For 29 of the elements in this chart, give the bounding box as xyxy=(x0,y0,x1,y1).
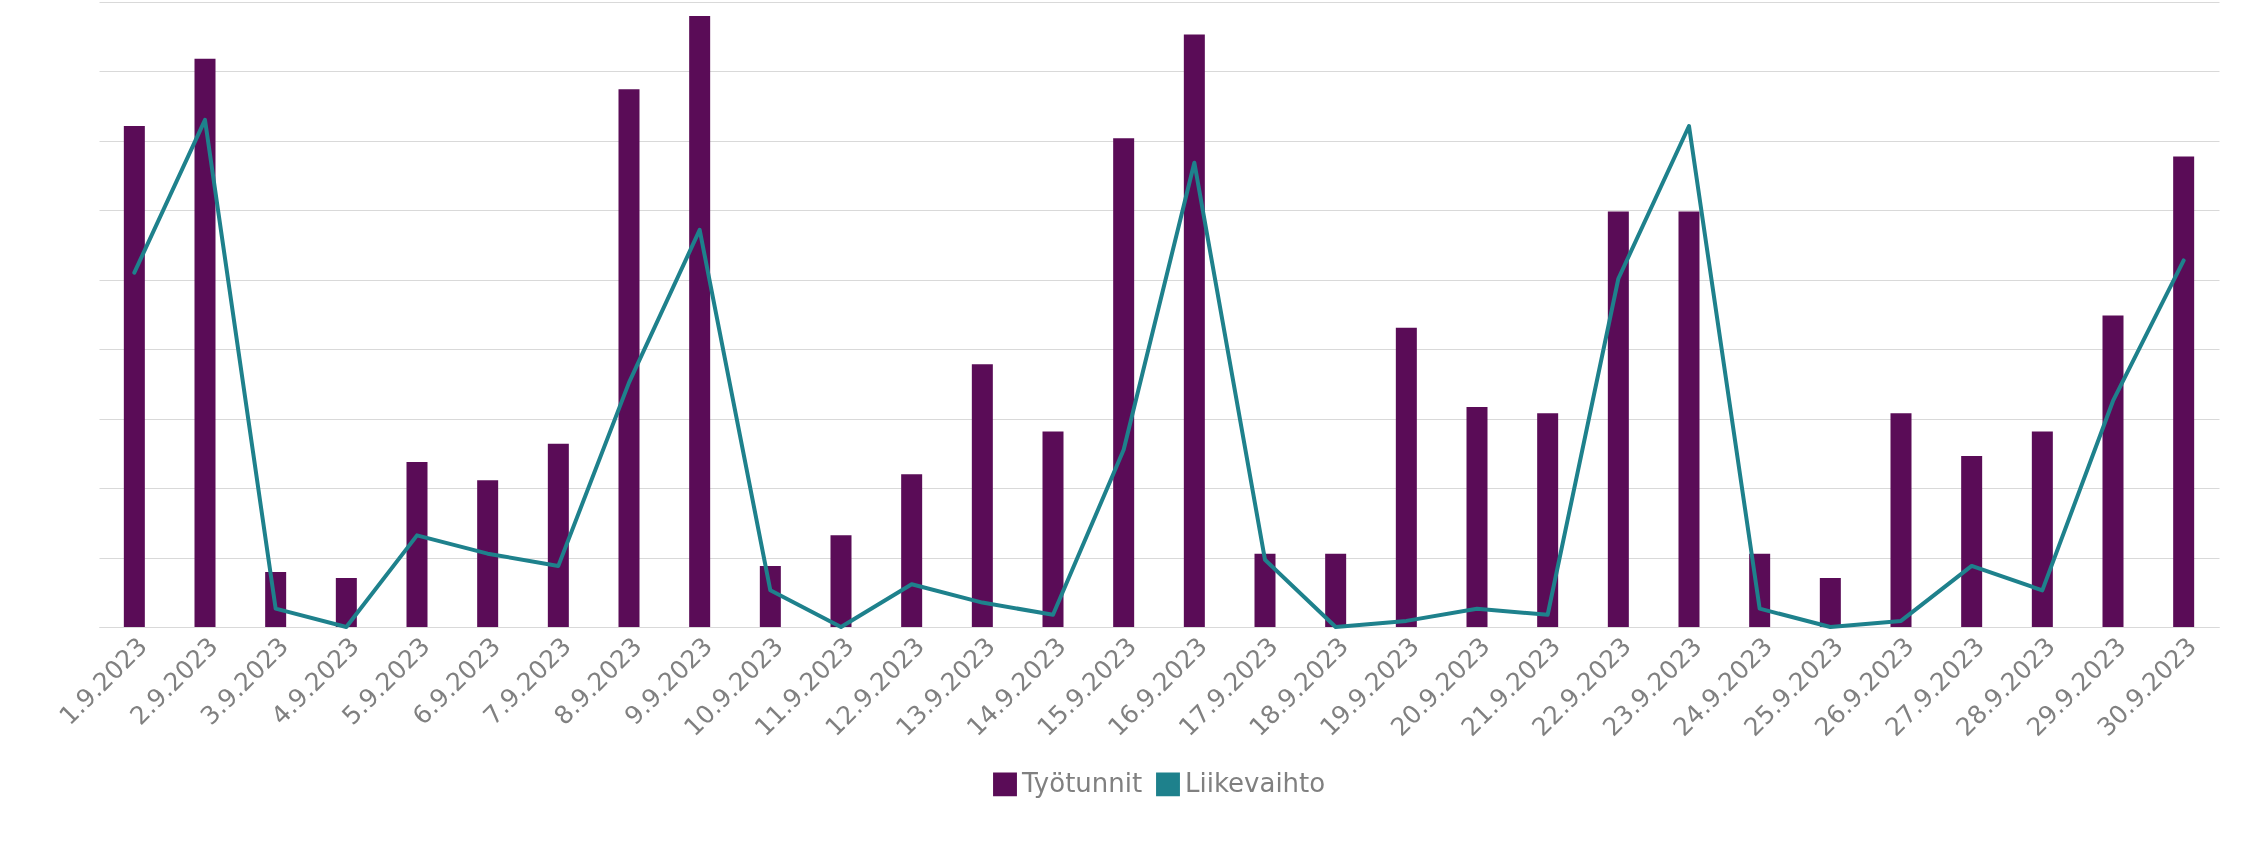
bar xyxy=(1961,455,1983,627)
bar xyxy=(901,474,923,627)
bar xyxy=(406,462,428,627)
bar xyxy=(689,16,711,627)
bar xyxy=(194,58,216,627)
bar xyxy=(1890,413,1912,627)
bar xyxy=(1325,553,1347,627)
bar xyxy=(971,364,993,627)
bar xyxy=(1113,138,1135,627)
legend-label: Liikevaihto xyxy=(1185,768,1326,799)
bar xyxy=(2173,156,2195,627)
bar xyxy=(2102,315,2124,627)
bar xyxy=(1254,553,1276,627)
bar xyxy=(547,443,569,627)
bar xyxy=(123,126,145,627)
bar xyxy=(1183,34,1205,627)
bar xyxy=(1819,578,1841,627)
legend-label: Työtunnit xyxy=(1021,768,1143,799)
bar xyxy=(477,480,499,627)
bar xyxy=(1466,407,1488,627)
bar xyxy=(618,89,640,627)
bar xyxy=(335,578,357,627)
bar xyxy=(830,535,852,627)
bar xyxy=(1537,413,1559,627)
bar xyxy=(1678,211,1700,627)
bar xyxy=(2031,431,2053,627)
bar xyxy=(1042,431,1064,627)
bar xyxy=(1395,327,1417,627)
bar xyxy=(1607,211,1629,627)
